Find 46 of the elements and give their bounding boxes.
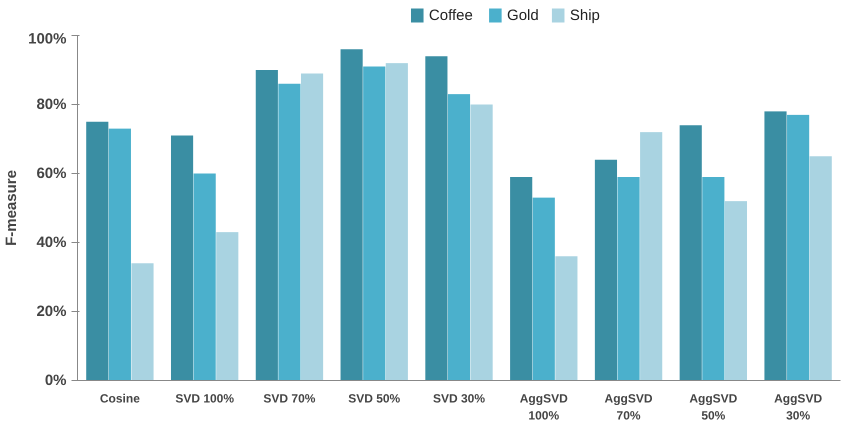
bar xyxy=(448,94,470,380)
bar xyxy=(108,128,131,380)
x-tick-label: AggSVD 30% xyxy=(774,392,822,422)
legend-label: Coffee xyxy=(428,7,473,24)
bar xyxy=(340,49,363,380)
bar xyxy=(300,73,324,380)
x-tick-label: SVD 30% xyxy=(432,392,486,406)
bar xyxy=(702,176,724,380)
bar xyxy=(194,174,216,380)
bar xyxy=(278,84,301,380)
bar xyxy=(532,198,555,380)
bar xyxy=(594,160,618,380)
bar xyxy=(680,125,702,380)
y-axis-title: F-measure xyxy=(3,170,20,246)
bar xyxy=(256,70,278,380)
legend-label: Ship xyxy=(570,7,600,24)
bar xyxy=(216,232,238,380)
bar xyxy=(363,66,386,380)
bar xyxy=(170,136,194,380)
bar xyxy=(425,56,448,380)
x-tick-label: Cosine xyxy=(100,392,140,406)
bar xyxy=(764,111,787,380)
bar xyxy=(640,132,662,380)
x-tick-label: AggSVD 100% xyxy=(520,392,568,422)
y-tick-label: 60% xyxy=(36,165,67,182)
x-tick-label: AggSVD 50% xyxy=(689,392,738,422)
y-tick-label: 40% xyxy=(36,234,67,251)
bar xyxy=(510,176,532,380)
x-tick-label: SVD 50% xyxy=(348,392,401,406)
x-tick-label: SVD 100% xyxy=(175,392,234,406)
y-tick-label: 20% xyxy=(36,303,67,320)
bar xyxy=(470,104,493,380)
bar xyxy=(617,176,640,380)
bar xyxy=(131,263,154,380)
y-tick-label: 80% xyxy=(36,96,67,113)
legend-label: Gold xyxy=(507,7,539,24)
bar xyxy=(810,156,832,380)
y-tick-label: 0% xyxy=(44,372,67,389)
x-tick-label: SVD 70% xyxy=(263,392,316,406)
bar xyxy=(86,122,108,380)
bar xyxy=(555,256,578,380)
bar xyxy=(787,114,810,380)
bar xyxy=(724,201,748,380)
y-tick-label: 100% xyxy=(28,30,67,48)
bar xyxy=(386,63,408,380)
x-tick-label: AggSVD 70% xyxy=(604,392,653,422)
